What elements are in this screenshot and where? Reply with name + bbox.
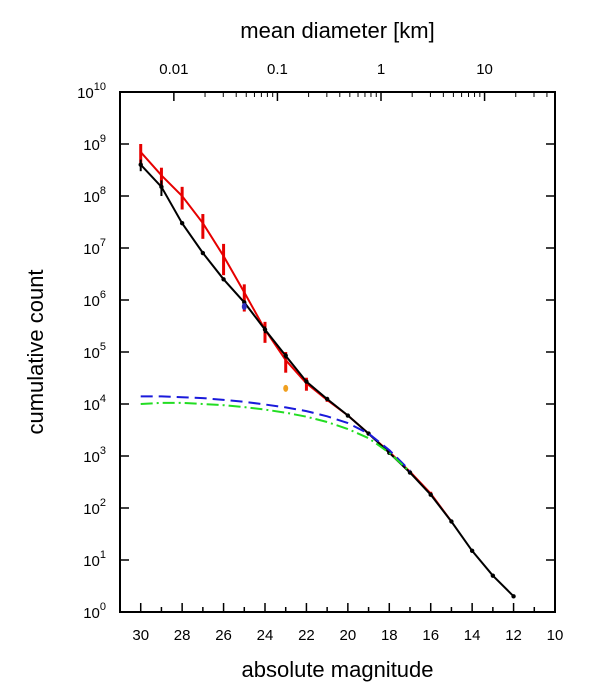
data-point [407, 470, 413, 475]
y-tick-label: 102 [83, 497, 106, 518]
top-tick-label: 0.1 [267, 61, 288, 78]
extra-point [241, 302, 247, 310]
labels-layer: 30 28 26 24 22 20 18 16 14 12 10 0.01 0.1 1 10 100 101 10… [77, 61, 563, 644]
series-line-2 [140, 395, 411, 472]
x-tick-label: 22 [298, 627, 315, 644]
data-point [159, 184, 164, 190]
x-tick-label: 26 [215, 627, 232, 644]
x-tick-label: 14 [464, 627, 481, 644]
y-tick-label: 108 [83, 185, 106, 206]
data-point [511, 594, 516, 599]
data-point [324, 396, 330, 402]
top-tick-label: 0.01 [159, 61, 188, 78]
x-tick-label: 16 [422, 627, 439, 644]
series-line-1 [139, 164, 515, 598]
x-axis-title: absolute magnitude [241, 657, 433, 682]
y-tick-label: 104 [83, 393, 106, 414]
x-tick-label: 28 [174, 627, 191, 644]
y-tick-label: 109 [83, 133, 106, 154]
y-tick-label: 107 [83, 237, 106, 258]
x-tick-label: 10 [547, 627, 564, 644]
y-tick-label: 106 [83, 289, 106, 310]
data-point [345, 413, 351, 418]
x-tick-label: 20 [340, 627, 357, 644]
x-tick-label: 24 [257, 627, 274, 644]
data-point [200, 250, 206, 256]
top-tick-label: 1 [377, 61, 385, 78]
data-point [449, 519, 454, 524]
top-tick-label: 10 [476, 61, 493, 78]
series-line-3 [140, 401, 411, 473]
data-point [304, 379, 309, 384]
y-tick-label: 105 [83, 341, 106, 362]
data-point [428, 492, 433, 497]
x-tick-label: 18 [381, 627, 398, 644]
data-point [221, 277, 226, 282]
y-tick-label: 100 [83, 601, 106, 622]
y-tick-label: 103 [83, 445, 106, 466]
top-axis-title: mean diameter [km] [240, 18, 434, 43]
x-tick-label: 30 [132, 627, 149, 644]
ticks-layer [120, 91, 556, 613]
data-point [490, 573, 496, 578]
y-tick-label: 1010 [77, 81, 106, 102]
data-point [262, 327, 268, 332]
y-axis-title: cumulative count [23, 269, 48, 434]
extra-point [283, 384, 289, 392]
data-point [179, 220, 185, 226]
x-tick-label: 12 [505, 627, 522, 644]
plot-frame [119, 91, 556, 613]
data-point [138, 162, 143, 167]
data-point [283, 353, 288, 358]
y-tick-label: 101 [83, 549, 106, 570]
data-point [469, 548, 475, 554]
series-layer [138, 144, 516, 599]
